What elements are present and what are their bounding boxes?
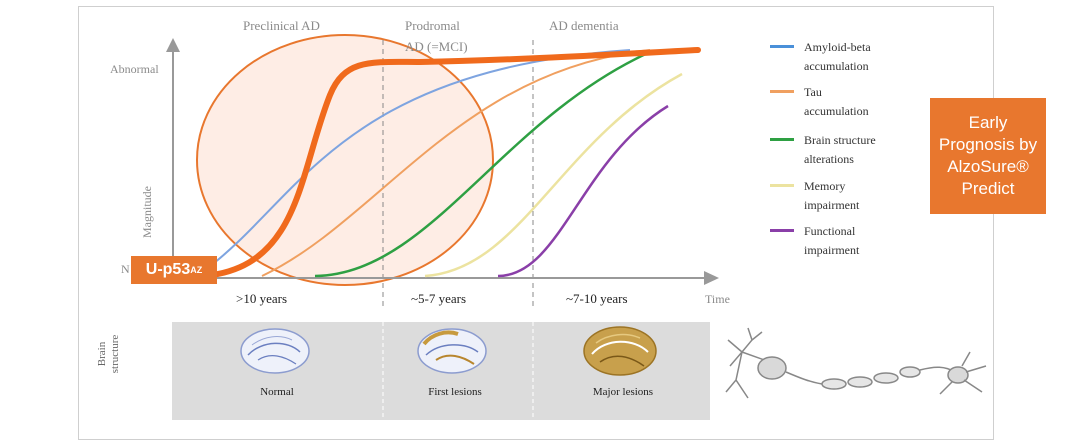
y-axis-arrow (166, 38, 180, 52)
legend-amyloid-line1: Amyloid-beta (804, 40, 871, 54)
legend-functional: Functional impairment (770, 222, 919, 260)
period-preclinical: >10 years (236, 291, 288, 306)
brain-caption-first-lesions: First lesions (428, 386, 482, 398)
callout-line4: Predict (961, 179, 1015, 198)
curve-functional (497, 104, 669, 278)
legend-tau-line2: accumulation (804, 104, 869, 118)
y-axis-abnormal-label: Abnormal (110, 62, 159, 76)
u-p53-badge: U-p53 AZ (131, 256, 217, 284)
legend-amyloid: Amyloid-beta accumulation (770, 38, 919, 76)
legend-tau-line1: Tau (804, 85, 822, 99)
legend-memory: Memory impairment (770, 177, 919, 215)
stage-dementia: AD dementia (549, 18, 619, 33)
major-lesions-brain-icon (583, 326, 657, 376)
legend-swatch-tau (770, 90, 794, 93)
period-prodromal: ~5-7 years (411, 291, 467, 306)
legend-swatch-amyloid (770, 45, 794, 48)
x-axis-title: Time (705, 292, 730, 306)
legend-memory-line1: Memory (804, 179, 846, 193)
stage-prodromal-line1: Prodromal (405, 18, 460, 33)
stage-prodromal-line2: AD (=MCI) (405, 39, 468, 54)
y-axis-normal-label: N (121, 262, 130, 276)
brain-caption-major-lesions: Major lesions (592, 386, 654, 398)
legend-functional-line2: impairment (804, 243, 860, 257)
callout-line1: Early (968, 113, 1008, 132)
curve-u-p53 (209, 47, 701, 278)
legend-brain-structure: Brain structure alterations (770, 131, 919, 169)
badge-sup: AZ (190, 265, 203, 275)
curve-memory (424, 72, 683, 278)
legend-amyloid-line2: accumulation (804, 59, 869, 73)
normal-brain-icon (240, 328, 310, 374)
brain-caption-normal: Normal (260, 386, 294, 398)
stage-preclinical: Preclinical AD (243, 18, 320, 33)
curve-amyloid (204, 49, 631, 271)
legend-tau: Tau accumulation (770, 83, 919, 121)
neuron-illustration (725, 327, 987, 399)
legend-swatch-memory (770, 184, 794, 187)
period-dementia: ~7-10 years (566, 291, 628, 306)
alzosure-callout: Early Prognosis by AlzoSure® Predict (930, 98, 1046, 214)
legend-brain-structure-line1: Brain structure (804, 133, 876, 147)
legend-memory-line2: impairment (804, 198, 860, 212)
curve-tau (261, 49, 651, 277)
legend-brain-structure-line2: alterations (804, 152, 854, 166)
x-axis-arrow (704, 271, 719, 285)
badge-main: U-p53 (145, 261, 191, 278)
curve-brain-structure (314, 50, 651, 278)
legend-functional-line1: Functional (804, 224, 856, 238)
legend-swatch-brain-structure (770, 138, 794, 141)
legend-swatch-functional (770, 229, 794, 232)
callout-line2: Prognosis by (938, 135, 1038, 154)
callout-line3: AlzoSure® (947, 157, 1029, 176)
first-lesions-brain-icon (417, 328, 487, 374)
